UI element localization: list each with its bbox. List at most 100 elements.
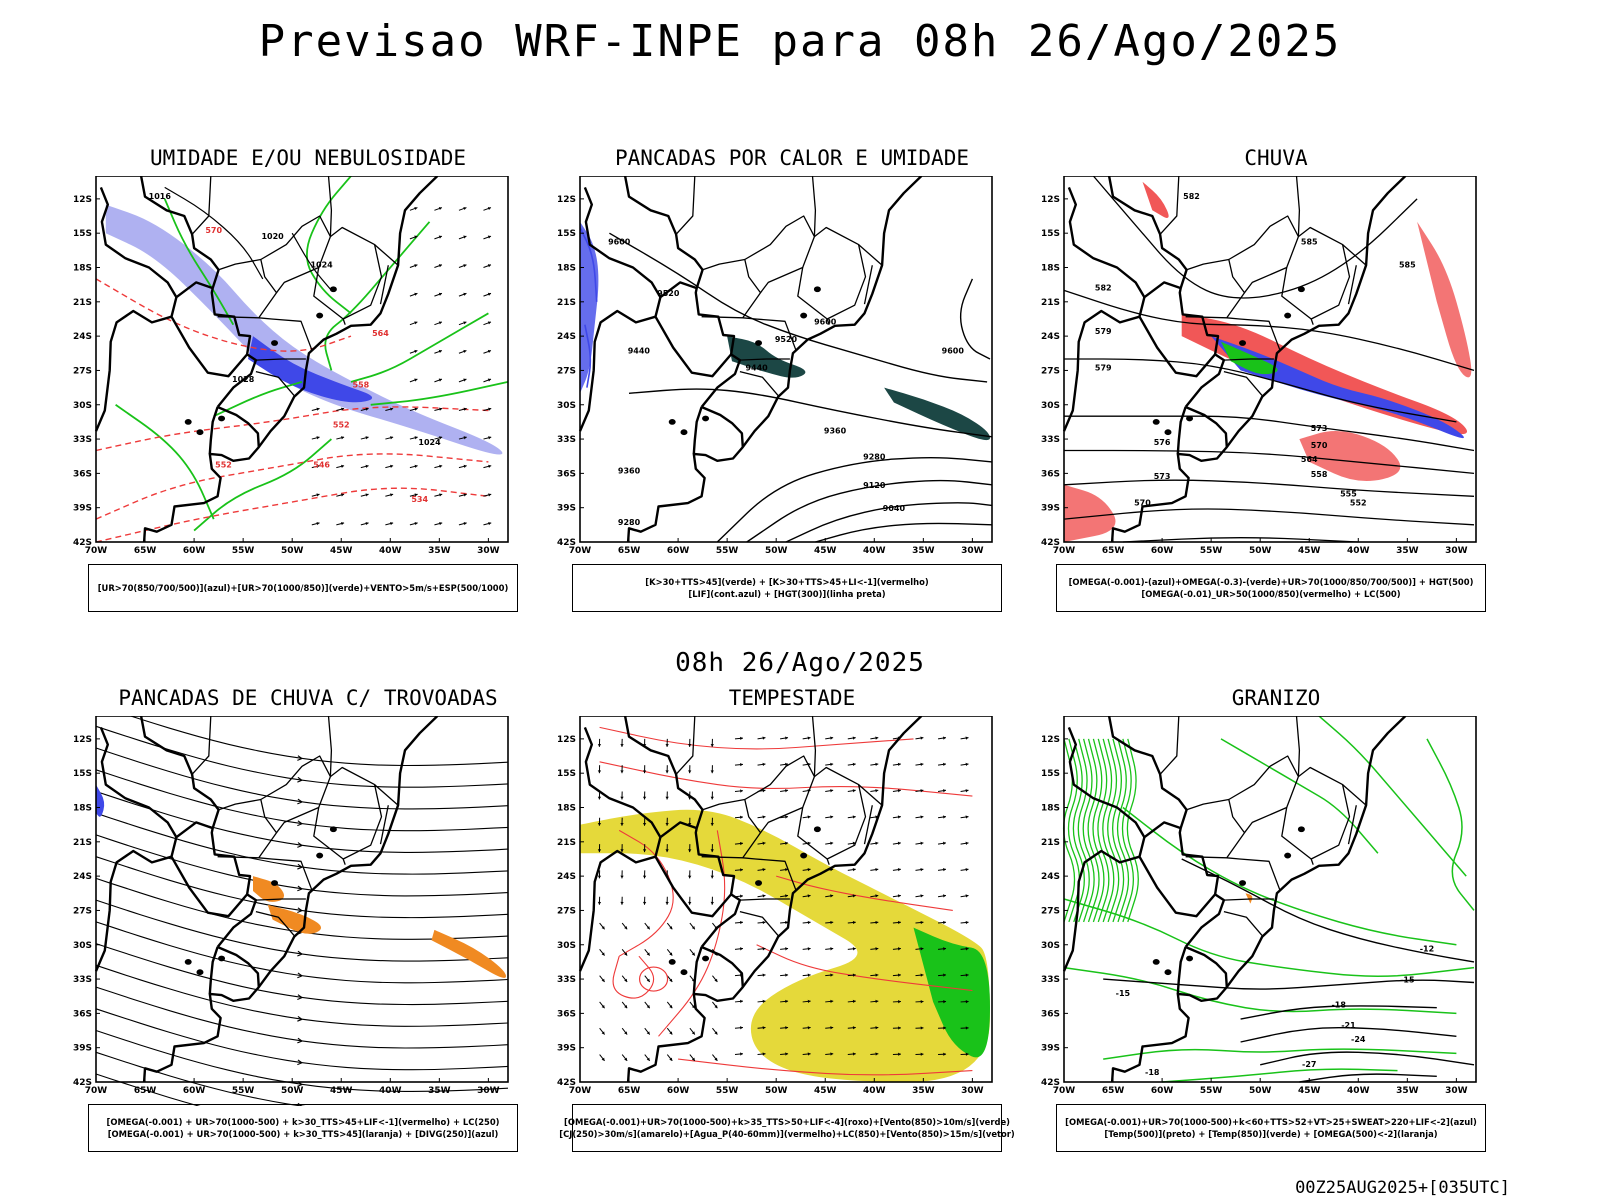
country-border <box>654 281 733 378</box>
wind-vector-head <box>624 978 628 982</box>
wind-vector-head <box>487 292 491 296</box>
panel-pancadas-trovoadas: PANCADAS DE CHUVA C/ TROVOADAS 12S 15S 18S… <box>68 686 548 1156</box>
plot-frame <box>1063 716 1477 1083</box>
wind-vector-head <box>439 493 443 497</box>
wind-vector-head <box>341 493 345 497</box>
lat-label: 42S <box>1041 538 1060 548</box>
wind-vector-head <box>316 493 320 497</box>
lon-label: 70W <box>85 546 108 556</box>
state-border <box>255 370 296 398</box>
wind-vector-head <box>669 978 673 982</box>
state-border <box>258 857 313 891</box>
wind-vector-head <box>897 920 901 925</box>
country-border <box>1062 910 1079 972</box>
coastline <box>626 176 923 543</box>
wind-vector-head <box>762 894 766 898</box>
state-border <box>1310 318 1314 325</box>
lake <box>1284 312 1292 319</box>
wind-vector-head <box>463 206 467 211</box>
streamline <box>95 812 509 875</box>
rain-area <box>1299 431 1401 481</box>
wind-vector-head <box>965 789 969 793</box>
temp-850-contour <box>1077 738 1090 923</box>
wind-vectors <box>311 206 492 526</box>
wind-vector-head <box>785 789 789 793</box>
lon-label: 55W <box>1200 546 1223 556</box>
state-border <box>742 857 797 891</box>
wind-vector-head <box>646 1005 650 1009</box>
lat-label: 24S <box>73 332 92 342</box>
state-border <box>858 244 883 266</box>
lat-label: 27S <box>73 906 92 916</box>
wind-vector-head <box>852 1052 856 1056</box>
wind-vector-head <box>943 894 946 898</box>
lake <box>271 340 279 346</box>
country-border <box>108 849 172 911</box>
lat-label: 24S <box>1041 332 1060 342</box>
lake <box>680 969 688 976</box>
state-border <box>255 910 296 938</box>
geography <box>578 716 923 1083</box>
state-border <box>1228 215 1300 294</box>
state-border <box>744 215 816 294</box>
temp-850-contour <box>1092 738 1105 923</box>
lon-label: 50W <box>1249 546 1272 556</box>
country-border <box>1062 370 1079 432</box>
wind-vector-head <box>965 1000 969 1004</box>
lat-label: 15S <box>73 769 92 779</box>
lon-label: 45W <box>1298 546 1321 556</box>
lat-label: 36S <box>1041 1009 1060 1019</box>
wind-vector-head <box>487 378 491 382</box>
wind-vector-head <box>669 1005 673 1009</box>
lake <box>184 419 192 425</box>
country-border <box>1076 849 1140 911</box>
wind-vector-head <box>601 978 605 982</box>
country-border <box>217 405 260 448</box>
wind-vector-head <box>487 349 491 354</box>
geopotential-contour <box>1063 289 1475 372</box>
panel-title: PANCADAS DE CHUVA C/ TROVOADAS <box>118 686 498 710</box>
wind-vector-head <box>740 868 743 872</box>
wind-vector-head <box>830 894 834 898</box>
streamline <box>95 986 509 1049</box>
contour-label: 9600 <box>814 318 837 327</box>
lon-label: 40W <box>1347 1086 1370 1096</box>
wind-vector-head <box>830 999 834 1004</box>
wind-vector-head <box>688 849 692 853</box>
panel-tempestade: TEMPESTADE 12S 15S 18S 21S 24S 27S 30S 33S 36S 39… <box>552 686 1032 1156</box>
streamline <box>95 856 509 919</box>
lake <box>1297 826 1305 833</box>
wind-vector-head <box>646 952 650 956</box>
plot-frame <box>95 716 509 1083</box>
contour-label: 9600 <box>942 346 965 355</box>
geopotential-contour <box>1063 479 1475 497</box>
contour-label: 576 <box>1154 438 1171 447</box>
streamline <box>95 1008 509 1071</box>
wind-vector-head <box>897 894 901 898</box>
lat-label: 27S <box>1041 366 1060 376</box>
wind-vector-head <box>710 796 714 800</box>
coastline <box>1110 176 1407 543</box>
panel-pancadas-calor: PANCADAS POR CALOR E UMIDADE 9600 9520 944… <box>552 146 1032 616</box>
geopotential-contour <box>815 522 993 543</box>
lat-label: 18S <box>557 264 576 274</box>
lake <box>800 312 808 319</box>
lon-label: 50W <box>1249 1086 1272 1096</box>
lake <box>1186 955 1194 962</box>
wind-vector-head <box>642 823 647 826</box>
state-border <box>797 766 867 860</box>
state-border <box>1295 716 1301 777</box>
lon-label: 60W <box>183 546 206 556</box>
lat-label: 18S <box>1041 804 1060 814</box>
country-border <box>170 281 249 378</box>
coastline <box>626 716 923 1083</box>
wind-vector-head <box>920 894 924 898</box>
humidity-contour <box>115 404 215 520</box>
panel-legend: [OMEGA(-0.001)+UR>70(1000-500)+k>35_TTS>… <box>559 1104 1015 1152</box>
divergence-area <box>96 784 105 817</box>
streamline-arrow <box>297 994 303 1000</box>
temp-500-contour <box>1240 1005 1437 1020</box>
wind-vector-head <box>390 407 394 411</box>
streamline <box>95 725 509 788</box>
